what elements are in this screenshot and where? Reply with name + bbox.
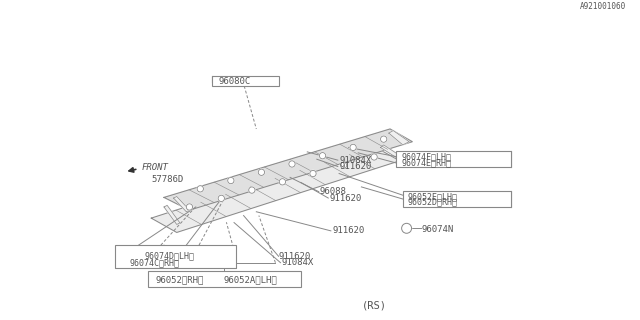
- Text: (RS): (RS): [362, 301, 387, 311]
- Text: 96074D〈LH〉: 96074D〈LH〉: [144, 251, 194, 260]
- Text: 96052D〈RH〉: 96052D〈RH〉: [408, 198, 458, 207]
- Polygon shape: [164, 129, 412, 210]
- Text: 96088: 96088: [320, 187, 347, 196]
- Circle shape: [259, 169, 264, 175]
- Bar: [148, 271, 301, 287]
- Text: 96052A〈LH〉: 96052A〈LH〉: [223, 275, 277, 284]
- Polygon shape: [173, 196, 189, 212]
- Circle shape: [319, 153, 326, 159]
- Text: 96074F〈LH〉: 96074F〈LH〉: [401, 152, 451, 161]
- Text: 911620: 911620: [278, 252, 311, 261]
- Circle shape: [310, 170, 316, 177]
- Circle shape: [197, 186, 204, 192]
- Circle shape: [186, 204, 193, 210]
- Text: 911620: 911620: [330, 194, 362, 203]
- Text: A921001060: A921001060: [579, 2, 626, 11]
- Circle shape: [279, 179, 285, 185]
- Text: 91084X: 91084X: [339, 156, 371, 165]
- Polygon shape: [151, 147, 399, 232]
- Bar: [115, 245, 236, 268]
- Polygon shape: [381, 145, 399, 158]
- Circle shape: [289, 161, 295, 167]
- Text: 57786D: 57786D: [151, 175, 184, 184]
- Bar: [396, 151, 511, 167]
- Circle shape: [340, 162, 347, 168]
- Bar: [403, 191, 511, 207]
- Circle shape: [228, 177, 234, 184]
- Circle shape: [249, 187, 255, 193]
- Polygon shape: [164, 205, 180, 225]
- Text: 96052〈RH〉: 96052〈RH〉: [156, 275, 204, 284]
- Polygon shape: [388, 131, 409, 145]
- Circle shape: [381, 136, 387, 142]
- Circle shape: [371, 154, 377, 160]
- Text: 911620: 911620: [333, 226, 365, 235]
- Text: 96074N: 96074N: [422, 225, 454, 234]
- Text: 911620: 911620: [339, 162, 371, 171]
- Text: 96074E〈RH〉: 96074E〈RH〉: [401, 158, 451, 168]
- Text: 91084X: 91084X: [282, 258, 314, 267]
- Text: 96074C〈RH〉: 96074C〈RH〉: [129, 258, 179, 267]
- Text: FRONT: FRONT: [141, 163, 168, 172]
- Text: 96080C: 96080C: [218, 77, 250, 86]
- Circle shape: [402, 223, 412, 233]
- Bar: [212, 76, 278, 86]
- Text: 96052E〈LH〉: 96052E〈LH〉: [408, 192, 458, 201]
- Circle shape: [218, 195, 225, 202]
- Circle shape: [350, 144, 356, 151]
